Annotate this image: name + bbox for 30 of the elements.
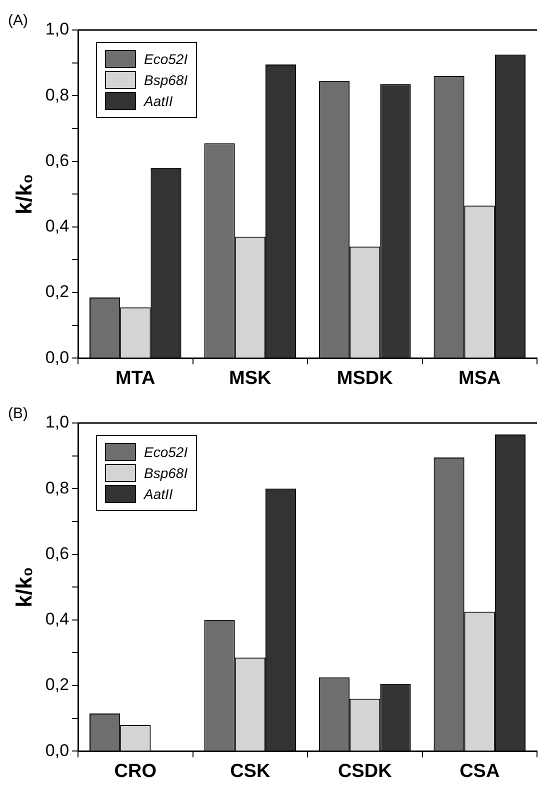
y-axis-title: k/k₀: [11, 174, 36, 214]
x-tick-label: CSDK: [338, 760, 392, 782]
y-tick-label: 1,0: [45, 20, 70, 39]
chart-title: (A): [8, 12, 28, 30]
y-tick-label: 0,6: [45, 150, 70, 170]
x-tick-label: CRO: [114, 760, 157, 782]
legend-label: Eco52I: [144, 444, 188, 460]
y-tick-label: 0,6: [45, 544, 70, 563]
y-tick-label: 0,0: [45, 348, 70, 367]
legend-label: Bsp68I: [144, 72, 188, 88]
legend-label: AatII: [144, 486, 173, 502]
chart-title: (B): [8, 405, 28, 422]
legend-label: AatII: [144, 93, 173, 109]
x-tick-label: MSK: [229, 368, 272, 389]
x-tick-label: MSA: [458, 368, 502, 389]
x-tick-label: CSK: [230, 760, 270, 782]
x-tick-label: MSDK: [336, 368, 394, 389]
legend-label: Eco52I: [144, 51, 188, 67]
x-tick-label: MTA: [116, 368, 156, 389]
x-tick-label: CSA: [460, 760, 500, 782]
y-tick-label: 0,2: [45, 282, 70, 302]
legend-label: Bsp68I: [144, 465, 188, 481]
y-tick-label: 0,8: [45, 478, 70, 498]
y-tick-label: 1,0: [45, 412, 70, 432]
y-axis-title: k/k₀: [11, 566, 36, 608]
y-tick-label: 0,8: [45, 85, 70, 104]
y-tick-label: 0,4: [45, 610, 70, 629]
y-tick-label: 0,4: [45, 216, 70, 236]
y-tick-label: 0,2: [45, 675, 70, 694]
y-tick-label: 0,0: [45, 740, 70, 760]
